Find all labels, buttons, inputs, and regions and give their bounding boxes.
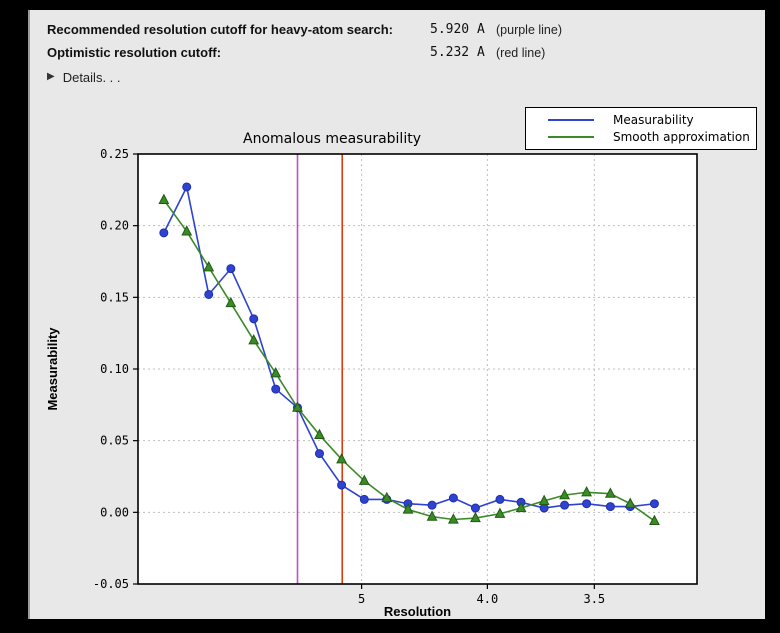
smooth-approximation-point-marker (314, 428, 325, 440)
legend-entry-smooth-approximation: Smooth approximation (526, 128, 756, 145)
smooth-approximation-point-marker (538, 494, 550, 505)
recommended-cutoff-label: Recommended resolution cutoff for heavy-… (47, 22, 394, 37)
details-toggle[interactable]: ▶ Details. . . (47, 68, 121, 86)
smooth-approximation-point-marker (624, 497, 636, 508)
measurability-point-marker (448, 493, 458, 503)
optimistic-cutoff-value: 5.232 A (430, 45, 485, 60)
smooth-approximation-point-marker (358, 474, 370, 485)
anomalous-measurability-chart: 0.25 0.20 0.15 0.10 0.05 0.00 -0.05 5 4.0 3.5 Reso… (45, 147, 698, 619)
measurability-point-marker (271, 384, 281, 394)
legend-label-measurability: Measurability (613, 112, 694, 127)
smooth-approximation-point-marker (336, 453, 348, 464)
chart-title: Anomalous measurability (243, 131, 421, 147)
y-tick-label: 0.25 (100, 147, 129, 161)
x-tick-label: 5 (358, 592, 365, 606)
measurability-point-marker (182, 182, 192, 192)
disclosure-triangle-icon: ▶ (47, 71, 55, 82)
smooth-approximation-point-marker (402, 503, 414, 514)
optimistic-cutoff-note: (red line) (496, 46, 546, 60)
measurability-point-marker (539, 503, 549, 513)
x-tick-label: 4.0 (477, 592, 499, 606)
legend-entry-measurability: Measurability (526, 111, 756, 128)
recommended-cutoff-note: (purple line) (496, 23, 563, 37)
smooth-approximation-point-marker (649, 514, 660, 526)
details-label: Details. . . (62, 69, 121, 85)
smooth-approximation-point-marker (225, 296, 237, 308)
smooth-approximation-point-marker (559, 488, 570, 500)
measurability-point-marker (337, 480, 347, 490)
measurability-point-marker (560, 500, 570, 510)
smooth-approximation-point-marker (181, 225, 193, 236)
measurability-point-marker (314, 449, 324, 459)
measurability-point-marker (582, 499, 592, 509)
recommended-cutoff-value: 5.920 A (430, 22, 485, 37)
y-tick-label: 0.20 (100, 219, 129, 233)
optimistic-cutoff-row: Optimistic resolution cutoff: 5.232 A (r… (30, 45, 765, 61)
y-tick-label: 0.00 (100, 505, 129, 519)
smooth-approximation-point-marker (381, 491, 393, 503)
measurability-line-sample (548, 118, 594, 121)
measurability-point-marker (605, 502, 615, 512)
measurability-point-marker (249, 314, 259, 324)
legend-label-smooth-approximation: Smooth approximation (613, 129, 750, 144)
smooth-approximation-point-marker (494, 507, 506, 518)
measurability-point-marker (359, 494, 369, 504)
measurability-point-marker (649, 499, 659, 509)
y-tick-label: 0.15 (100, 290, 129, 304)
recommended-cutoff-row: Recommended resolution cutoff for heavy-… (30, 22, 765, 38)
smooth-approximation-point-marker (426, 510, 438, 521)
smooth-approximation-point-marker (515, 501, 527, 513)
smooth-approximation-line-sample (548, 135, 594, 138)
y-tick-label: -0.05 (93, 577, 129, 591)
smooth-approximation-point-marker (581, 485, 593, 497)
smooth-approximation-point-marker (248, 334, 260, 345)
x-axis-label: Resolution (384, 604, 451, 619)
smooth-approximation-point-marker (604, 487, 616, 498)
y-tick-label: 0.05 (100, 434, 129, 448)
measurability-point-marker (204, 289, 214, 299)
smooth-approximation-point-marker (203, 260, 215, 272)
measurability-point-marker (495, 494, 505, 504)
y-tick-label: 0.10 (100, 362, 129, 376)
content-panel: Recommended resolution cutoff for heavy-… (28, 10, 765, 619)
smooth-approximation-point-marker (270, 367, 282, 378)
smooth-approximation-point-marker (470, 511, 481, 523)
measurability-point-marker (470, 503, 480, 513)
measurability-point-marker (226, 264, 236, 274)
x-tick-label: 3.5 (583, 592, 605, 606)
smooth-approximation-point-marker (292, 401, 303, 412)
chart-legend: Measurability Smooth approximation (525, 107, 757, 150)
measurability-point-marker (159, 228, 169, 238)
smooth-approximation-point-marker (447, 513, 459, 524)
smooth-approximation-point-marker (158, 193, 170, 204)
measurability-point-marker (427, 500, 437, 510)
optimistic-cutoff-label: Optimistic resolution cutoff: (47, 45, 222, 60)
y-axis-label: Measurability (45, 327, 60, 411)
